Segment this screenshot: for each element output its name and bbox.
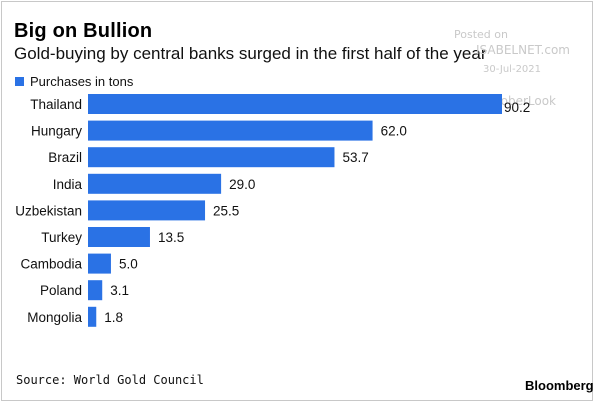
category-label: India (53, 177, 83, 192)
value-label: 1.8 (104, 310, 123, 325)
value-label: 90.2 (504, 100, 530, 115)
category-label: Uzbekistan (15, 203, 82, 218)
category-label: Brazil (48, 150, 82, 165)
watermark-site: ISABELNET.com (476, 43, 570, 57)
bar-hungary (88, 120, 373, 141)
bar-brazil (88, 147, 335, 168)
value-label: 5.0 (119, 257, 138, 272)
category-label: Hungary (31, 124, 82, 139)
watermark-posted: Posted on (454, 28, 508, 41)
value-label: 25.5 (213, 203, 239, 218)
bar-cambodia (88, 253, 111, 274)
value-label: 53.7 (342, 150, 368, 165)
legend-label: Purchases in tons (30, 74, 134, 89)
value-label: 62.0 (381, 124, 407, 139)
legend: Purchases in tons (15, 74, 133, 89)
legend-swatch (15, 77, 24, 86)
watermark-date: 30-Jul-2021 (483, 64, 542, 75)
category-label: Poland (40, 283, 82, 298)
chart-title: Big on Bullion (14, 20, 153, 42)
bars-layer: Thailand 90.2 Hungary 62.0 Brazil 53.7 India 29… (15, 94, 530, 327)
bar-mongolia (88, 306, 97, 327)
bloomberg-logo: Bloomberg (525, 378, 594, 393)
value-label: 3.1 (110, 283, 129, 298)
value-label: 13.5 (158, 230, 184, 245)
bar-india (88, 173, 222, 194)
category-label: Mongolia (27, 310, 82, 325)
source-note: Source: World Gold Council (16, 373, 204, 387)
bar-turkey (88, 227, 150, 247)
value-label: 29.0 (229, 177, 255, 192)
category-label: Thailand (30, 97, 82, 112)
bar-thailand (88, 94, 502, 114)
chart-subtitle: Gold-buying by central banks surged in t… (14, 44, 487, 63)
category-label: Cambodia (20, 257, 82, 272)
category-label: Turkey (41, 230, 82, 245)
bar-uzbekistan (88, 200, 206, 221)
bar-poland (88, 280, 103, 301)
